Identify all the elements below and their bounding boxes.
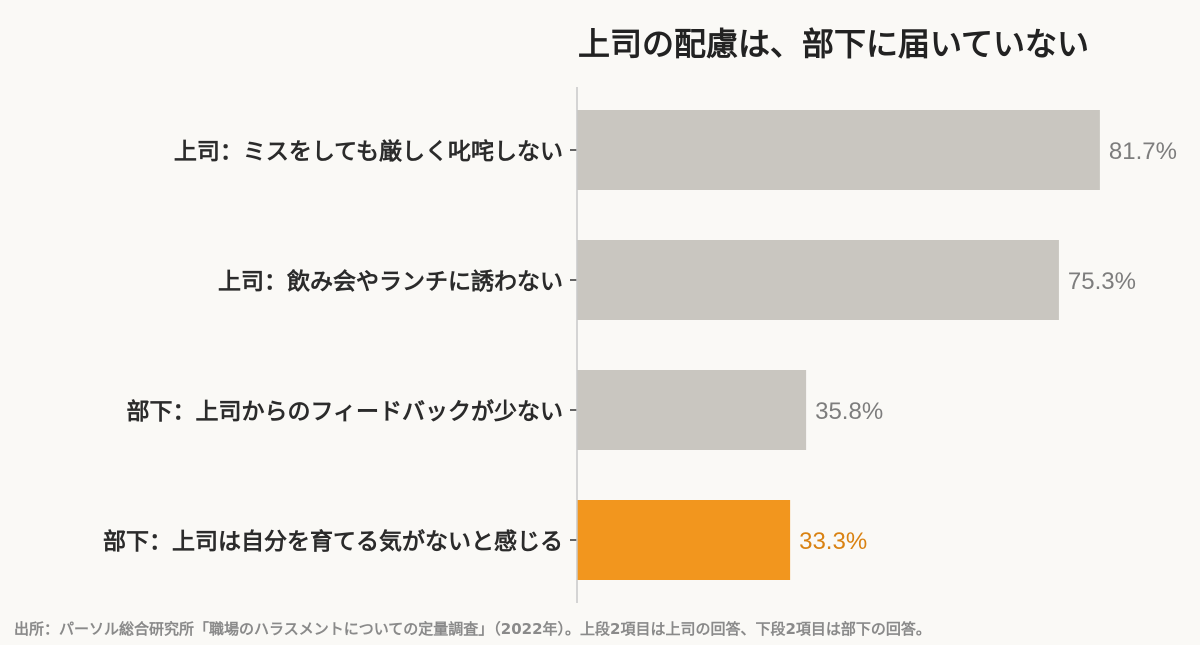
value-label-2: 35.8% — [815, 398, 883, 425]
category-label-1: 上司：飲み会やランチに誘わない — [218, 268, 563, 295]
source-note: 出所：パーソル総合研究所「職場のハラスメントについての定量調査」（2022年）。… — [14, 620, 931, 638]
chart-title: 上司の配慮は、部下に届いていない — [578, 25, 1089, 63]
bar-3 — [577, 500, 791, 580]
bars-group: 上司：ミスをしても厳しく叱咤しない 81.7% 上司：飲み会やランチに誘わない 75.… — [103, 110, 1177, 580]
bar-1 — [577, 240, 1059, 320]
bar-0 — [577, 110, 1100, 190]
bar-2 — [577, 370, 807, 450]
value-label-3: 33.3% — [799, 528, 867, 555]
category-label-0: 上司：ミスをしても厳しく叱咤しない — [174, 138, 563, 165]
category-label-2: 部下：上司からのフィードバックが少ない — [126, 398, 563, 425]
category-label-3: 部下：上司は自分を育てる気がないと感じる — [103, 528, 563, 555]
value-label-0: 81.7% — [1109, 138, 1177, 165]
value-label-1: 75.3% — [1068, 268, 1136, 295]
